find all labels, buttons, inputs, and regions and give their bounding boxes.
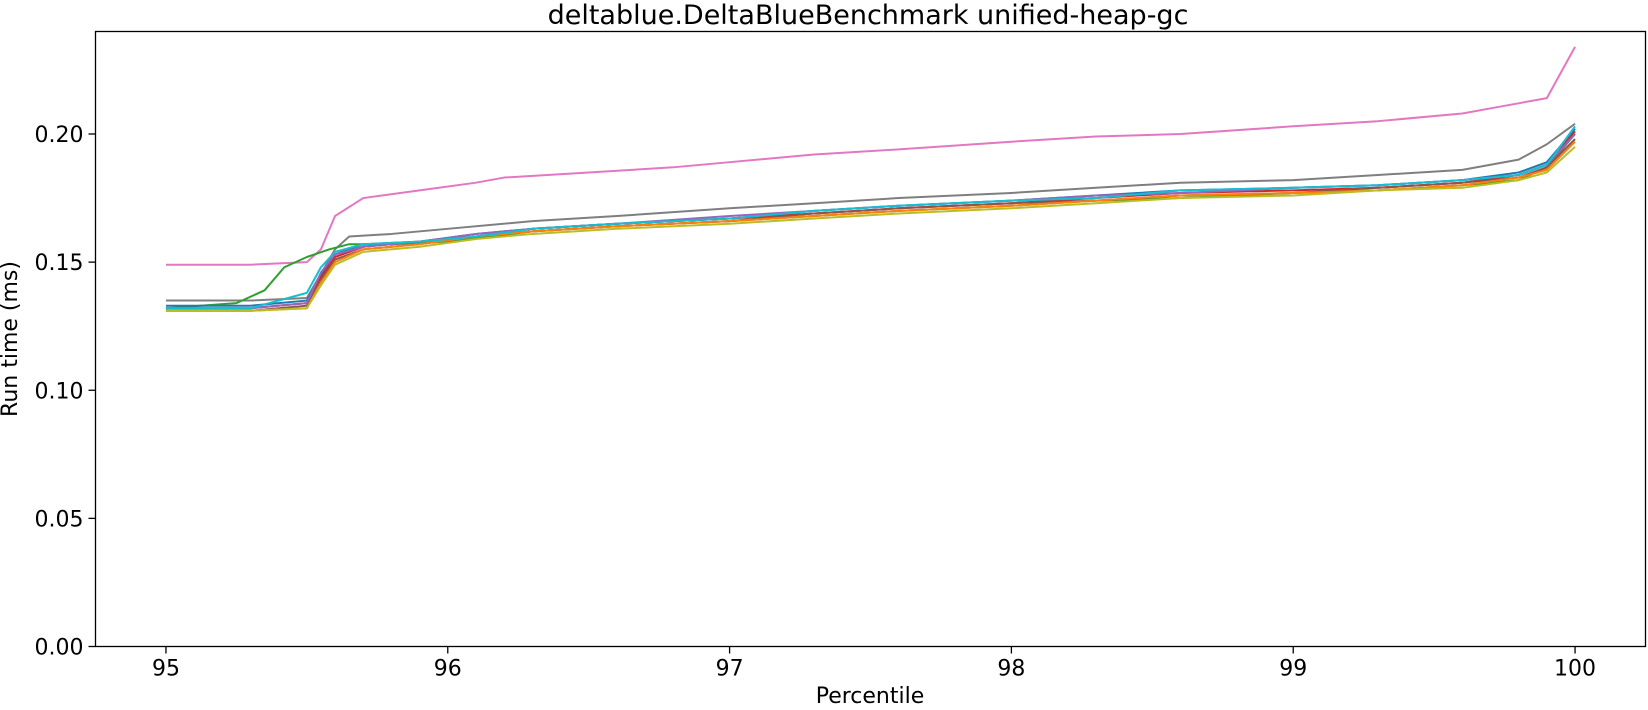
y-tick-label: 0.10 [35, 379, 84, 404]
series-line-7 [165, 133, 1576, 310]
x-tick-label: 97 [716, 657, 744, 682]
y-axis-label: Run time (ms) [0, 261, 23, 417]
x-tick-label: 98 [997, 657, 1025, 682]
x-axis-label: Percentile [816, 684, 925, 709]
x-tick-label: 100 [1554, 657, 1596, 682]
y-tick-label: 0.00 [35, 636, 84, 661]
x-tick-label: 99 [1279, 657, 1307, 682]
series-line-10 [165, 125, 1576, 310]
series-line-8 [165, 140, 1576, 312]
series-line-2 [165, 122, 1576, 302]
x-axis-ticks: 95 96 97 98 99 100 [152, 646, 1596, 682]
plot-area-frame [94, 30, 1647, 648]
x-tick-label: 96 [434, 657, 462, 682]
y-tick-label: 0.15 [35, 251, 84, 276]
series-line-6 [165, 138, 1576, 312]
series-line-9 [165, 146, 1576, 312]
y-tick-label: 0.20 [35, 123, 84, 148]
x-tick-label: 95 [152, 657, 180, 682]
series-line-4 [165, 128, 1576, 307]
y-axis-ticks: 0.00 0.05 0.10 0.15 0.20 [35, 123, 96, 661]
series-line-5 [165, 130, 1576, 310]
chart-title: deltablue.DeltaBlueBenchmark unified-hea… [548, 0, 1189, 31]
series-line-3 [165, 133, 1576, 310]
y-tick-label: 0.05 [35, 507, 84, 532]
series-line-1 [165, 46, 1576, 266]
series-layer [165, 46, 1576, 312]
